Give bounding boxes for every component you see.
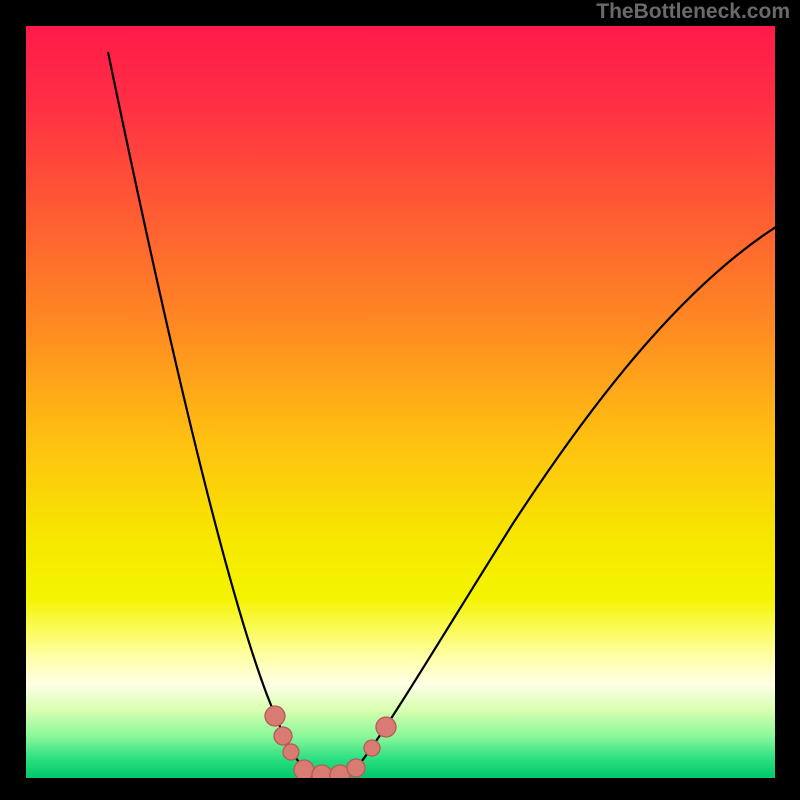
curve-marker (364, 740, 380, 756)
attribution-text: TheBottleneck.com (596, 0, 790, 24)
chart-frame: TheBottleneck.com (0, 0, 800, 800)
curve-marker (294, 760, 314, 778)
gradient-background (26, 26, 775, 778)
curve-marker (283, 744, 299, 760)
curve-marker (274, 727, 292, 745)
curve-marker (347, 759, 365, 777)
curve-marker (265, 706, 285, 726)
chart-svg (26, 26, 775, 778)
plot-area (26, 26, 775, 778)
curve-marker (376, 717, 396, 737)
